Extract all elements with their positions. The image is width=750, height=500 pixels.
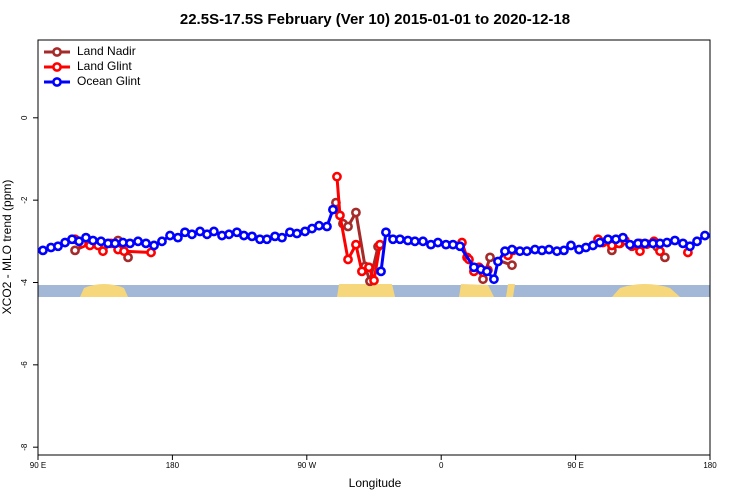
- data-point: [660, 252, 670, 263]
- data-point: [375, 239, 385, 250]
- plot-frame: [37, 39, 711, 456]
- legend-label: Land Nadir: [77, 44, 136, 58]
- data-point: [433, 237, 443, 248]
- data-point: [314, 220, 324, 231]
- data-point: [119, 246, 129, 257]
- data-point: [595, 237, 605, 248]
- data-point: [410, 236, 420, 247]
- data-point: [38, 245, 48, 256]
- x-tick-label: 90 E: [567, 461, 583, 470]
- data-point: [489, 274, 499, 285]
- data-point: [332, 171, 342, 182]
- data-point: [277, 232, 287, 243]
- x-axis-label: Longitude: [349, 476, 402, 490]
- y-tick-label: -6: [20, 361, 29, 369]
- data-point: [685, 241, 695, 252]
- legend-label: Ocean Glint: [77, 74, 141, 88]
- data-point: [209, 226, 219, 237]
- data-point: [507, 244, 517, 255]
- data-point: [70, 245, 80, 256]
- data-point: [381, 227, 391, 238]
- data-point: [455, 241, 465, 252]
- y-tick-label: -2: [20, 196, 29, 204]
- data-point: [351, 239, 361, 250]
- data-point: [357, 266, 367, 277]
- x-tick-label: 180: [166, 461, 180, 470]
- data-point: [133, 236, 143, 247]
- data-point: [507, 260, 517, 271]
- data-point: [335, 210, 345, 221]
- data-point: [364, 262, 374, 273]
- data-point: [173, 232, 183, 243]
- legend-marker: [52, 47, 62, 57]
- data-point: [544, 244, 554, 255]
- map-strip: [38, 284, 710, 297]
- legend-label: Land Glint: [77, 59, 132, 73]
- data-point: [110, 238, 120, 249]
- data-point: [239, 230, 249, 241]
- data-point: [603, 234, 613, 245]
- data-point: [98, 246, 108, 257]
- data-point: [369, 275, 379, 286]
- data-point: [692, 236, 702, 247]
- data-point: [670, 235, 680, 246]
- data-point: [485, 252, 495, 263]
- data-point: [187, 229, 197, 240]
- data-point: [481, 266, 492, 277]
- data-point: [247, 231, 257, 242]
- x-tick-label: 90 W: [297, 461, 316, 470]
- data-point: [635, 246, 645, 257]
- data-point: [328, 204, 338, 215]
- data-point: [125, 238, 135, 249]
- y-tick-label: -4: [20, 278, 29, 286]
- data-point: [662, 237, 672, 248]
- y-axis-label: XCO2 - MLO trend (ppm): [0, 180, 14, 315]
- data-point: [351, 207, 361, 218]
- legend-marker: [52, 77, 62, 87]
- data-point: [700, 230, 710, 241]
- data-point: [141, 238, 151, 249]
- data-point: [559, 245, 569, 256]
- data-point: [566, 240, 576, 251]
- data-point: [522, 246, 532, 257]
- data-point: [618, 232, 628, 243]
- data-point: [493, 256, 503, 267]
- x-tick-label: 180: [703, 461, 717, 470]
- data-point: [224, 229, 234, 240]
- x-tick-label: 0: [439, 461, 444, 470]
- data-point: [418, 236, 428, 247]
- data-point: [343, 254, 353, 265]
- data-point: [292, 228, 302, 239]
- chart-title: 22.5S-17.5S February (Ver 10) 2015-01-01…: [180, 11, 570, 28]
- data-point: [74, 236, 84, 247]
- x-tick-label: 90 E: [30, 461, 46, 470]
- data-point: [655, 246, 665, 257]
- data-point: [395, 234, 405, 245]
- data-point: [157, 236, 167, 247]
- data-point: [322, 221, 332, 232]
- data-point: [149, 240, 159, 251]
- y-tick-label: -8: [20, 443, 29, 451]
- data-point: [639, 238, 650, 249]
- y-tick-label: 0: [20, 115, 29, 120]
- data-point: [165, 230, 175, 241]
- data-point: [53, 241, 63, 252]
- data-point: [376, 266, 386, 277]
- legend-marker: [52, 62, 62, 72]
- data-point: [262, 234, 272, 245]
- data-point: [88, 235, 98, 246]
- data-point: [343, 221, 353, 232]
- data-point: [625, 239, 635, 250]
